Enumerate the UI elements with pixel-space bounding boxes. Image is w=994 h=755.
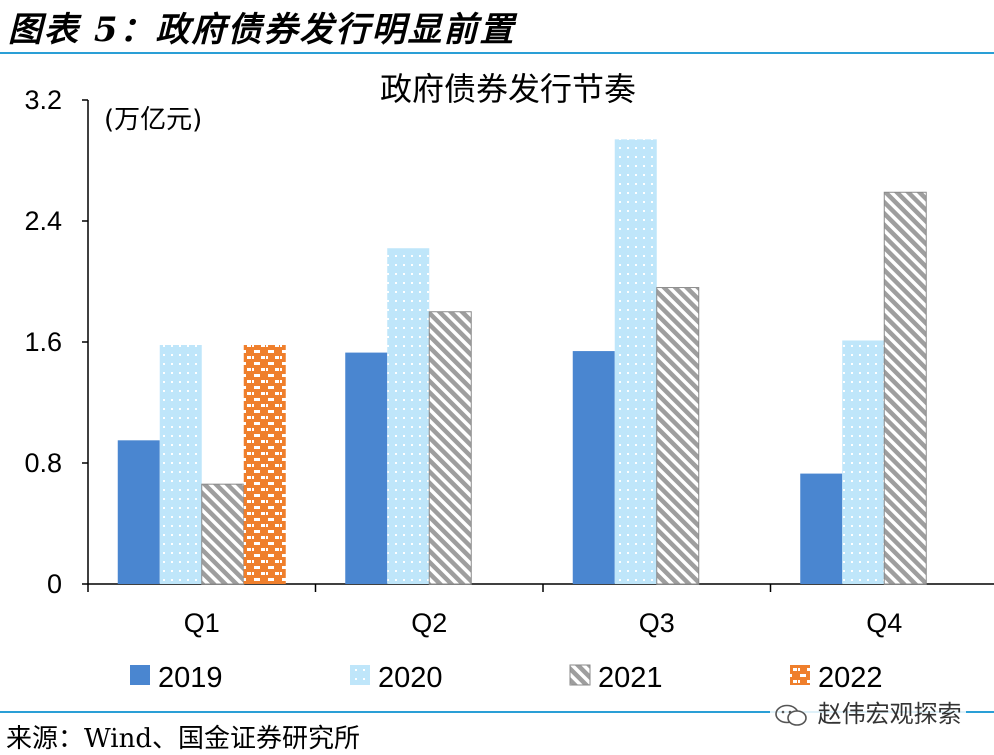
- legend-label-2019: 2019: [158, 662, 223, 694]
- bar-2019-Q2: [345, 352, 388, 584]
- wechat-icon: [775, 704, 807, 726]
- x-tick-label: Q1: [184, 608, 220, 638]
- bar-2019-Q4: [800, 473, 843, 584]
- y-tick-label: 3.2: [24, 85, 62, 115]
- bar-2021-Q3: [656, 287, 700, 585]
- bar-2020-Q1: [159, 345, 202, 584]
- watermark-text: 赵伟宏观探索: [817, 700, 962, 728]
- watermark: 赵伟宏观探索: [770, 694, 966, 729]
- source-note: 来源：Wind、国金证券研究所: [6, 724, 360, 754]
- x-axis-ticks: Q1 Q2 Q3 Q4: [87, 584, 902, 638]
- bar-2019-Q3: [572, 351, 615, 584]
- bar-2022-Q1: [243, 345, 286, 584]
- bar-chart: 政府债券发行节奏 (万亿元) 0 0.8 1.6 2.4 3.2 Q1 Q2 Q3 Q4 20…: [24, 70, 994, 694]
- y-tick-label: 2.4: [24, 206, 62, 236]
- bottom-divider: [0, 711, 994, 713]
- bar-2020-Q3: [614, 139, 657, 584]
- figure-title: 图表 5：政府债券发行明显前置: [8, 10, 516, 50]
- x-tick-label: Q4: [866, 608, 902, 638]
- legend-label-2021: 2021: [598, 662, 663, 694]
- bar-2021-Q4: [883, 191, 927, 585]
- bar-2020-Q2: [387, 248, 430, 584]
- y-tick-label: 1.6: [24, 327, 62, 357]
- unit-label: (万亿元): [104, 105, 202, 135]
- legend-label-2020: 2020: [378, 662, 443, 694]
- legend-swatch-2021: [569, 664, 591, 686]
- bar-2021-Q2: [428, 311, 472, 585]
- bar-2020-Q4: [842, 340, 885, 584]
- legend-swatch-2020: [350, 665, 370, 685]
- x-tick-label: Q2: [411, 608, 447, 638]
- y-axis-ticks: 0 0.8 1.6 2.4 3.2: [24, 85, 88, 599]
- bar-2019-Q1: [117, 440, 160, 584]
- legend-label-2022: 2022: [818, 662, 883, 694]
- chart-title: 政府债券发行节奏: [380, 70, 636, 108]
- x-tick-label: Q3: [639, 608, 675, 638]
- legend: 2019 2020 2021 2022: [130, 662, 883, 694]
- bar-series: [117, 139, 927, 585]
- y-tick-label: 0: [47, 569, 62, 599]
- bar-2021-Q1: [201, 483, 245, 585]
- y-tick-label: 0.8: [24, 448, 62, 478]
- legend-swatch-2022: [790, 665, 810, 685]
- top-divider: [0, 52, 994, 54]
- legend-swatch-2019: [130, 665, 150, 685]
